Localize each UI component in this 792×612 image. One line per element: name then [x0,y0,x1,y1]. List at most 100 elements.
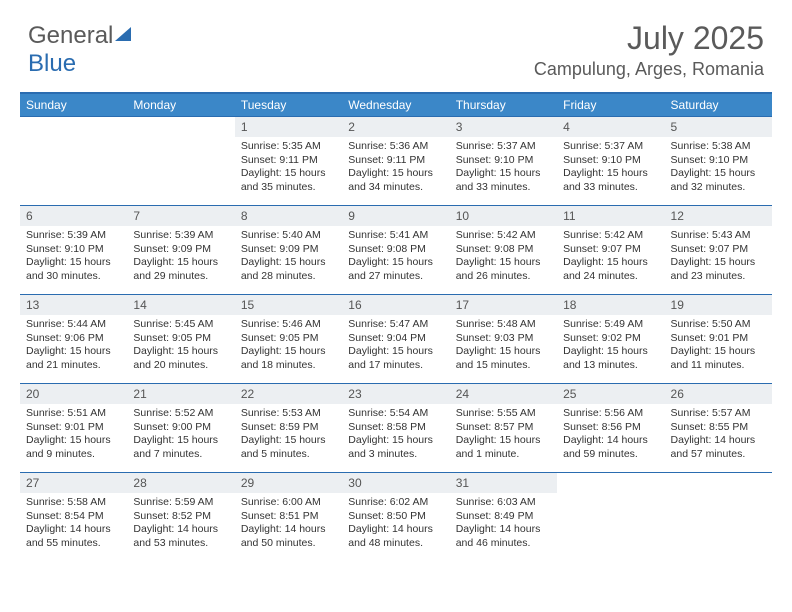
weekday-header: Monday [127,94,234,116]
day-cell: 31Sunrise: 6:03 AMSunset: 8:49 PMDayligh… [450,473,557,561]
day-number: 16 [342,295,449,315]
sunset-text: Sunset: 8:58 PM [348,421,443,435]
sunset-text: Sunset: 9:10 PM [671,154,766,168]
day-details: Sunrise: 6:02 AMSunset: 8:50 PMDaylight:… [342,493,449,557]
day-details: Sunrise: 5:49 AMSunset: 9:02 PMDaylight:… [557,315,664,379]
day-cell [127,117,234,205]
day-cell: 4Sunrise: 5:37 AMSunset: 9:10 PMDaylight… [557,117,664,205]
sunset-text: Sunset: 8:59 PM [241,421,336,435]
weekday-header: Sunday [20,94,127,116]
day-number: 15 [235,295,342,315]
day-details: Sunrise: 5:57 AMSunset: 8:55 PMDaylight:… [665,404,772,468]
day-cell: 9Sunrise: 5:41 AMSunset: 9:08 PMDaylight… [342,206,449,294]
daylight-text: Daylight: 15 hours and 30 minutes. [26,256,121,283]
daylight-text: Daylight: 15 hours and 33 minutes. [563,167,658,194]
daylight-text: Daylight: 15 hours and 17 minutes. [348,345,443,372]
day-details: Sunrise: 5:50 AMSunset: 9:01 PMDaylight:… [665,315,772,379]
sunrise-text: Sunrise: 5:56 AM [563,407,658,421]
sunrise-text: Sunrise: 5:49 AM [563,318,658,332]
day-number: 3 [450,117,557,137]
day-number: 25 [557,384,664,404]
sunrise-text: Sunrise: 5:42 AM [456,229,551,243]
day-details: Sunrise: 5:42 AMSunset: 9:07 PMDaylight:… [557,226,664,290]
location-subtitle: Campulung, Arges, Romania [534,59,764,80]
daylight-text: Daylight: 15 hours and 24 minutes. [563,256,658,283]
sunset-text: Sunset: 8:52 PM [133,510,228,524]
sunrise-text: Sunrise: 5:37 AM [456,140,551,154]
weekday-header-row: Sunday Monday Tuesday Wednesday Thursday… [20,94,772,116]
sunset-text: Sunset: 8:50 PM [348,510,443,524]
day-cell: 11Sunrise: 5:42 AMSunset: 9:07 PMDayligh… [557,206,664,294]
calendar: Sunday Monday Tuesday Wednesday Thursday… [20,92,772,561]
daylight-text: Daylight: 14 hours and 55 minutes. [26,523,121,550]
day-number: 30 [342,473,449,493]
day-cell: 22Sunrise: 5:53 AMSunset: 8:59 PMDayligh… [235,384,342,472]
daylight-text: Daylight: 15 hours and 7 minutes. [133,434,228,461]
day-cell: 19Sunrise: 5:50 AMSunset: 9:01 PMDayligh… [665,295,772,383]
day-details: Sunrise: 5:41 AMSunset: 9:08 PMDaylight:… [342,226,449,290]
sunrise-text: Sunrise: 5:44 AM [26,318,121,332]
day-cell: 30Sunrise: 6:02 AMSunset: 8:50 PMDayligh… [342,473,449,561]
daylight-text: Daylight: 15 hours and 21 minutes. [26,345,121,372]
weekday-header: Friday [557,94,664,116]
daylight-text: Daylight: 14 hours and 46 minutes. [456,523,551,550]
sunset-text: Sunset: 9:06 PM [26,332,121,346]
day-details: Sunrise: 5:44 AMSunset: 9:06 PMDaylight:… [20,315,127,379]
daylight-text: Daylight: 14 hours and 57 minutes. [671,434,766,461]
sunset-text: Sunset: 9:11 PM [348,154,443,168]
day-details: Sunrise: 6:03 AMSunset: 8:49 PMDaylight:… [450,493,557,557]
day-number: 12 [665,206,772,226]
sunrise-text: Sunrise: 5:46 AM [241,318,336,332]
day-number: 13 [20,295,127,315]
day-details: Sunrise: 5:48 AMSunset: 9:03 PMDaylight:… [450,315,557,379]
logo-triangle-icon [115,27,131,41]
day-cell [665,473,772,561]
sunrise-text: Sunrise: 5:50 AM [671,318,766,332]
day-number: 9 [342,206,449,226]
day-details: Sunrise: 5:55 AMSunset: 8:57 PMDaylight:… [450,404,557,468]
day-number [557,473,664,479]
sunset-text: Sunset: 9:11 PM [241,154,336,168]
sunset-text: Sunset: 9:03 PM [456,332,551,346]
sunrise-text: Sunrise: 5:39 AM [26,229,121,243]
sunset-text: Sunset: 9:01 PM [26,421,121,435]
daylight-text: Daylight: 15 hours and 27 minutes. [348,256,443,283]
sunrise-text: Sunrise: 6:03 AM [456,496,551,510]
title-block: July 2025 Campulung, Arges, Romania [534,20,764,80]
sunrise-text: Sunrise: 5:58 AM [26,496,121,510]
day-details: Sunrise: 5:39 AMSunset: 9:09 PMDaylight:… [127,226,234,290]
day-details: Sunrise: 5:51 AMSunset: 9:01 PMDaylight:… [20,404,127,468]
day-cell: 5Sunrise: 5:38 AMSunset: 9:10 PMDaylight… [665,117,772,205]
daylight-text: Daylight: 15 hours and 34 minutes. [348,167,443,194]
sunset-text: Sunset: 9:08 PM [348,243,443,257]
day-cell: 17Sunrise: 5:48 AMSunset: 9:03 PMDayligh… [450,295,557,383]
day-number: 2 [342,117,449,137]
weekday-header: Saturday [665,94,772,116]
sunrise-text: Sunrise: 5:52 AM [133,407,228,421]
daylight-text: Daylight: 15 hours and 18 minutes. [241,345,336,372]
sunset-text: Sunset: 9:07 PM [671,243,766,257]
daylight-text: Daylight: 14 hours and 48 minutes. [348,523,443,550]
sunrise-text: Sunrise: 5:36 AM [348,140,443,154]
day-number: 8 [235,206,342,226]
day-details: Sunrise: 5:56 AMSunset: 8:56 PMDaylight:… [557,404,664,468]
day-number: 1 [235,117,342,137]
day-number: 19 [665,295,772,315]
week-row: 13Sunrise: 5:44 AMSunset: 9:06 PMDayligh… [20,294,772,383]
daylight-text: Daylight: 15 hours and 5 minutes. [241,434,336,461]
day-number: 18 [557,295,664,315]
logo-text-1: General [28,22,113,49]
logo: General Blue [28,22,131,78]
daylight-text: Daylight: 15 hours and 32 minutes. [671,167,766,194]
sunset-text: Sunset: 9:08 PM [456,243,551,257]
weekday-header: Thursday [450,94,557,116]
day-details: Sunrise: 5:37 AMSunset: 9:10 PMDaylight:… [450,137,557,201]
sunrise-text: Sunrise: 5:59 AM [133,496,228,510]
daylight-text: Daylight: 15 hours and 28 minutes. [241,256,336,283]
sunset-text: Sunset: 9:07 PM [563,243,658,257]
daylight-text: Daylight: 15 hours and 29 minutes. [133,256,228,283]
day-number: 5 [665,117,772,137]
sunrise-text: Sunrise: 5:39 AM [133,229,228,243]
sunset-text: Sunset: 8:49 PM [456,510,551,524]
sunrise-text: Sunrise: 5:35 AM [241,140,336,154]
